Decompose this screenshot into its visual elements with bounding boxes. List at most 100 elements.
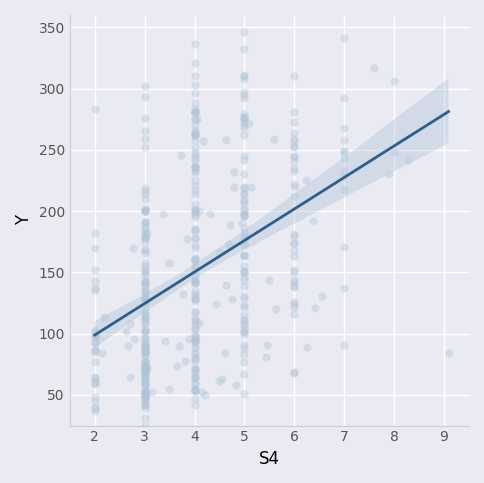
Point <box>390 77 398 85</box>
Point <box>241 292 248 299</box>
Point <box>91 339 99 346</box>
Point <box>141 316 149 324</box>
Point <box>124 342 132 350</box>
Point <box>141 319 149 327</box>
Point <box>191 264 198 271</box>
Point <box>191 206 198 214</box>
Point <box>241 351 248 358</box>
Point <box>141 365 149 373</box>
Point <box>141 358 149 366</box>
Point <box>175 342 182 350</box>
Point <box>290 118 298 126</box>
Point <box>141 364 149 372</box>
Point <box>141 387 149 395</box>
Point <box>191 280 198 287</box>
Point <box>191 308 198 315</box>
Point <box>91 346 99 354</box>
Point <box>143 229 151 237</box>
Point <box>141 367 149 374</box>
Point <box>191 292 198 299</box>
Point <box>191 317 198 325</box>
Point <box>141 360 149 368</box>
Point <box>191 226 198 233</box>
Point <box>241 303 248 311</box>
Point <box>191 373 198 381</box>
Point <box>100 313 108 320</box>
Point <box>191 130 198 138</box>
Point <box>141 383 149 390</box>
Point <box>290 283 298 291</box>
Point <box>247 183 255 190</box>
Point <box>91 373 99 381</box>
Point <box>241 242 248 249</box>
Point <box>141 114 149 122</box>
Point <box>290 72 298 80</box>
Point <box>241 319 248 327</box>
Point <box>141 373 149 381</box>
Point <box>141 326 149 334</box>
Point <box>223 281 230 288</box>
Point <box>141 363 149 370</box>
Point <box>141 380 149 388</box>
Point <box>191 342 198 350</box>
Point <box>141 340 149 347</box>
Point <box>141 327 149 335</box>
Point <box>141 392 149 400</box>
Point <box>141 369 149 377</box>
Point <box>241 321 248 329</box>
Point <box>241 325 248 333</box>
Point <box>191 395 198 402</box>
Point <box>191 275 198 283</box>
Point <box>191 277 198 285</box>
Point <box>141 375 149 383</box>
Point <box>191 190 198 198</box>
Point <box>241 251 248 259</box>
Point <box>290 142 298 150</box>
Point <box>241 211 248 219</box>
Point <box>263 341 271 349</box>
Point <box>241 269 248 276</box>
Point <box>141 226 149 233</box>
Point <box>141 342 149 350</box>
Point <box>91 378 99 385</box>
Point <box>130 335 138 342</box>
Point <box>216 378 224 385</box>
Point <box>226 241 233 248</box>
Point <box>91 403 99 411</box>
Point <box>241 124 248 132</box>
Point <box>191 108 198 116</box>
Point <box>241 205 248 213</box>
Point <box>290 253 298 260</box>
Point <box>191 387 198 395</box>
Point <box>191 167 198 174</box>
Point <box>141 401 149 409</box>
Point <box>141 347 149 355</box>
Point <box>340 171 348 179</box>
Point <box>91 405 99 412</box>
Point <box>290 129 298 137</box>
Point <box>290 368 298 375</box>
Point <box>191 163 198 171</box>
Point <box>191 308 198 315</box>
Point <box>385 170 393 178</box>
Point <box>179 291 187 298</box>
Point <box>290 157 298 165</box>
Point <box>141 269 149 276</box>
Point <box>191 364 198 372</box>
Point <box>241 72 248 80</box>
Point <box>191 242 198 249</box>
Point <box>141 296 149 303</box>
Point <box>141 259 149 267</box>
Point <box>221 349 229 357</box>
Point <box>141 392 149 400</box>
Point <box>191 335 198 342</box>
Point <box>159 210 167 217</box>
Point <box>141 369 149 377</box>
Point <box>241 233 248 241</box>
Point <box>141 394 149 401</box>
Point <box>290 269 298 276</box>
Point <box>141 389 149 397</box>
Point <box>191 339 198 346</box>
Point <box>191 162 198 170</box>
Point <box>141 422 149 429</box>
